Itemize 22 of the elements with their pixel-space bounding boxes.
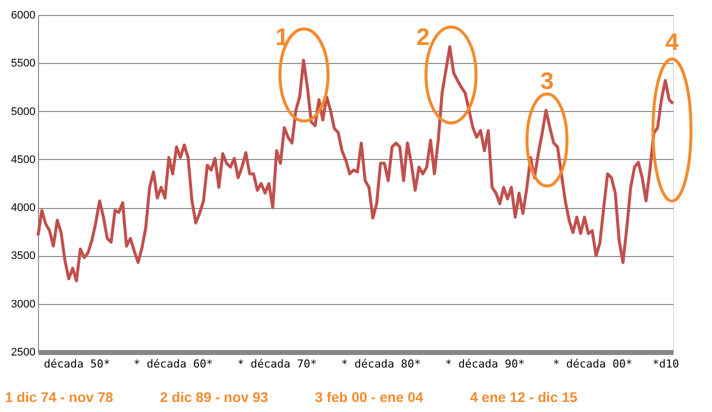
y-tick-label: 4500 [11, 154, 36, 166]
x-tick-label: década 50* [44, 358, 110, 370]
annotation: 3 [540, 68, 554, 95]
x-tick-label: * década 00* [552, 358, 632, 370]
text: 4 ene 12 - dic 15 [470, 389, 578, 405]
x-tick-label: * década 60* [133, 358, 213, 370]
y-tick-label: 5500 [11, 58, 36, 70]
y-tick-label: 5000 [11, 106, 36, 118]
y-tick-label: 4000 [11, 202, 36, 214]
y-tick-label: 2500 [11, 346, 36, 358]
y-tick-label: 3500 [11, 250, 36, 262]
y-tick-label: 3000 [11, 298, 36, 310]
annotation: 4 [665, 29, 680, 56]
x-tick-label: * década 80* [341, 358, 421, 370]
text: 2 dic 89 - nov 93 [160, 389, 268, 405]
x-tick-label: * década 90* [445, 358, 525, 370]
annotation: 2 [416, 24, 430, 51]
x-tick-label: * década 70* [237, 358, 317, 370]
text: 1 dic 74 - nov 78 [5, 389, 114, 405]
x-tick-label: *d10 [652, 358, 680, 370]
text: 3 feb 00 - ene 04 [315, 389, 424, 405]
y-tick-label: 6000 [11, 10, 36, 22]
